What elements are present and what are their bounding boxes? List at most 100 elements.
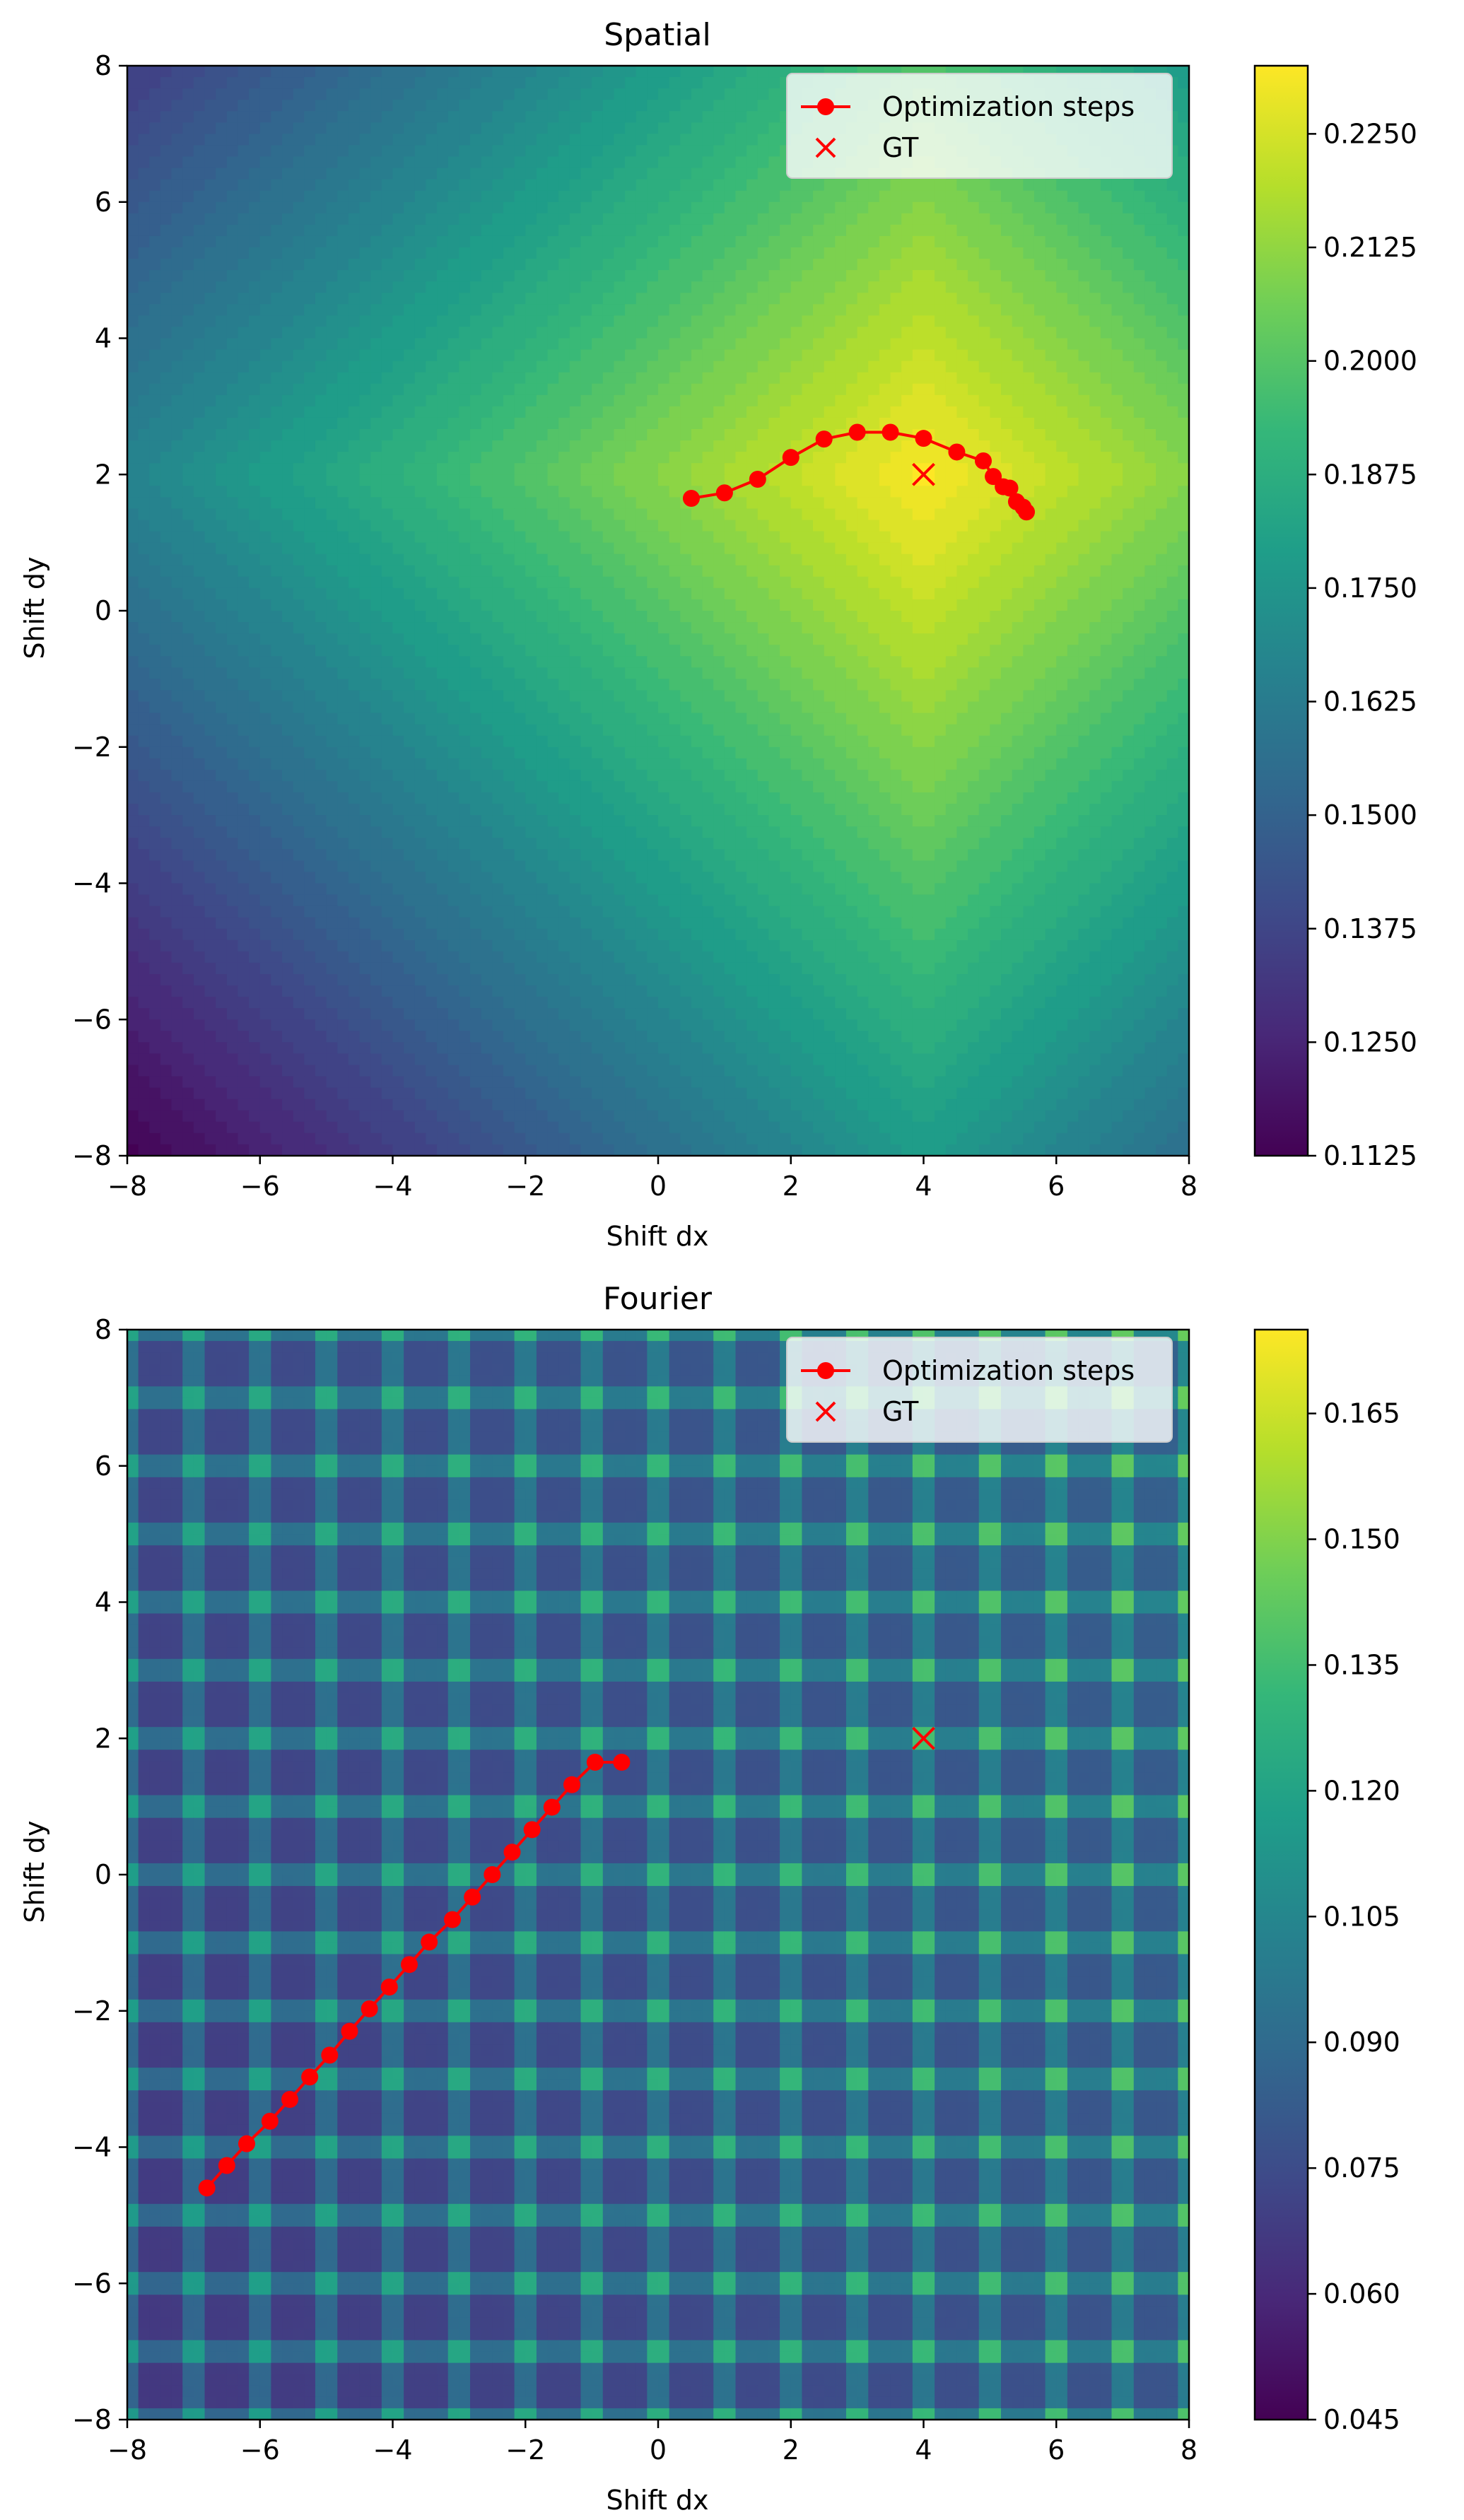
heatmap-cell xyxy=(1067,531,1079,544)
heatmap-cell xyxy=(1078,179,1090,192)
heatmap-cell xyxy=(359,66,371,78)
heatmap-cell xyxy=(1156,611,1168,623)
heatmap-cell xyxy=(1166,417,1178,430)
heatmap-cell xyxy=(713,145,725,158)
heatmap-cell xyxy=(879,349,891,362)
heatmap-cell xyxy=(569,486,582,498)
heatmap-cell xyxy=(990,599,1002,611)
heatmap-cell xyxy=(1178,111,1190,123)
heatmap-cell xyxy=(160,542,172,555)
heatmap-cell xyxy=(636,406,648,418)
heatmap-cell xyxy=(370,565,382,578)
heatmap-cell xyxy=(226,542,239,555)
heatmap-cell xyxy=(558,66,570,78)
heatmap-cell xyxy=(713,383,725,396)
heatmap-cell xyxy=(127,281,139,293)
heatmap-cell xyxy=(381,327,394,339)
heatmap-cell xyxy=(1045,474,1057,486)
heatmap-cell xyxy=(592,293,604,305)
heatmap-cell xyxy=(204,315,216,328)
heatmap-cell xyxy=(503,134,515,146)
heatmap-cell xyxy=(149,179,161,192)
heatmap-cell xyxy=(1023,599,1035,611)
heatmap-cell xyxy=(470,611,482,623)
heatmap-cell xyxy=(802,463,814,475)
heatmap-cell xyxy=(680,553,692,566)
heatmap-cell xyxy=(1078,486,1090,498)
heatmap-cell xyxy=(879,304,891,316)
heatmap-cell xyxy=(746,111,759,123)
heatmap-cell xyxy=(359,417,371,430)
heatmap-cell xyxy=(238,531,250,544)
heatmap-cell xyxy=(226,259,239,271)
heatmap-cell xyxy=(359,542,371,555)
heatmap-cell xyxy=(713,622,725,634)
heatmap-cell xyxy=(226,394,239,407)
heatmap-cell xyxy=(978,327,990,339)
heatmap-cell xyxy=(802,190,814,203)
heatmap-cell xyxy=(293,383,305,396)
heatmap-cell xyxy=(525,645,537,657)
heatmap-cell xyxy=(437,77,449,89)
heatmap-cell xyxy=(658,486,670,498)
heatmap-cell xyxy=(447,622,459,634)
heatmap-cell xyxy=(658,406,670,418)
heatmap-cell xyxy=(447,66,459,78)
heatmap-cell xyxy=(127,394,139,407)
heatmap-cell xyxy=(746,553,759,566)
heatmap-cell xyxy=(459,542,471,555)
heatmap-cell xyxy=(226,349,239,362)
heatmap-cell xyxy=(249,611,261,623)
heatmap-cell xyxy=(259,338,271,351)
heatmap-cell xyxy=(857,213,869,225)
heatmap-cell xyxy=(216,622,228,634)
heatmap-cell xyxy=(636,542,648,555)
heatmap-cell xyxy=(1023,201,1035,214)
heatmap-cell xyxy=(293,100,305,112)
heatmap-cell xyxy=(768,565,780,578)
heatmap-cell xyxy=(790,270,802,282)
heatmap-cell xyxy=(956,327,968,339)
heatmap-cell xyxy=(580,179,592,192)
heatmap-cell xyxy=(780,587,792,600)
heatmap-cell xyxy=(990,259,1002,271)
heatmap-cell xyxy=(569,372,582,385)
heatmap-cell xyxy=(625,542,637,555)
heatmap-cell xyxy=(326,474,338,486)
heatmap-cell xyxy=(414,201,427,214)
heatmap-cell xyxy=(978,531,990,544)
heatmap-cell xyxy=(304,213,316,225)
heatmap-cell xyxy=(580,394,592,407)
heatmap-cell xyxy=(735,429,747,441)
heatmap-cell xyxy=(437,553,449,566)
heatmap-cell xyxy=(1045,349,1057,362)
heatmap-cell xyxy=(625,111,637,123)
heatmap-cell xyxy=(149,304,161,316)
heatmap-cell xyxy=(647,179,659,192)
heatmap-cell xyxy=(935,463,947,475)
heatmap-cell xyxy=(149,520,161,532)
heatmap-cell xyxy=(182,474,194,486)
heatmap-cell xyxy=(802,201,814,214)
heatmap-cell xyxy=(481,179,493,192)
heatmap-cell xyxy=(636,497,648,510)
heatmap-cell xyxy=(293,553,305,566)
heatmap-cell xyxy=(437,576,449,589)
heatmap-cell xyxy=(404,406,416,418)
heatmap-cell xyxy=(503,361,515,373)
heatmap-cell xyxy=(691,372,703,385)
heatmap-cell xyxy=(647,327,659,339)
heatmap-cell xyxy=(813,179,825,192)
heatmap-cell xyxy=(636,122,648,134)
heatmap-cell xyxy=(669,361,681,373)
heatmap-cell xyxy=(337,394,349,407)
heatmap-cell xyxy=(525,201,537,214)
heatmap-cell xyxy=(1123,270,1135,282)
heatmap-cell xyxy=(735,190,747,203)
heatmap-cell xyxy=(315,497,327,510)
heatmap-cell xyxy=(879,259,891,271)
heatmap-cell xyxy=(680,247,692,259)
heatmap-cell xyxy=(1100,394,1113,407)
heatmap-cell xyxy=(912,520,925,532)
heatmap-cell xyxy=(647,270,659,282)
